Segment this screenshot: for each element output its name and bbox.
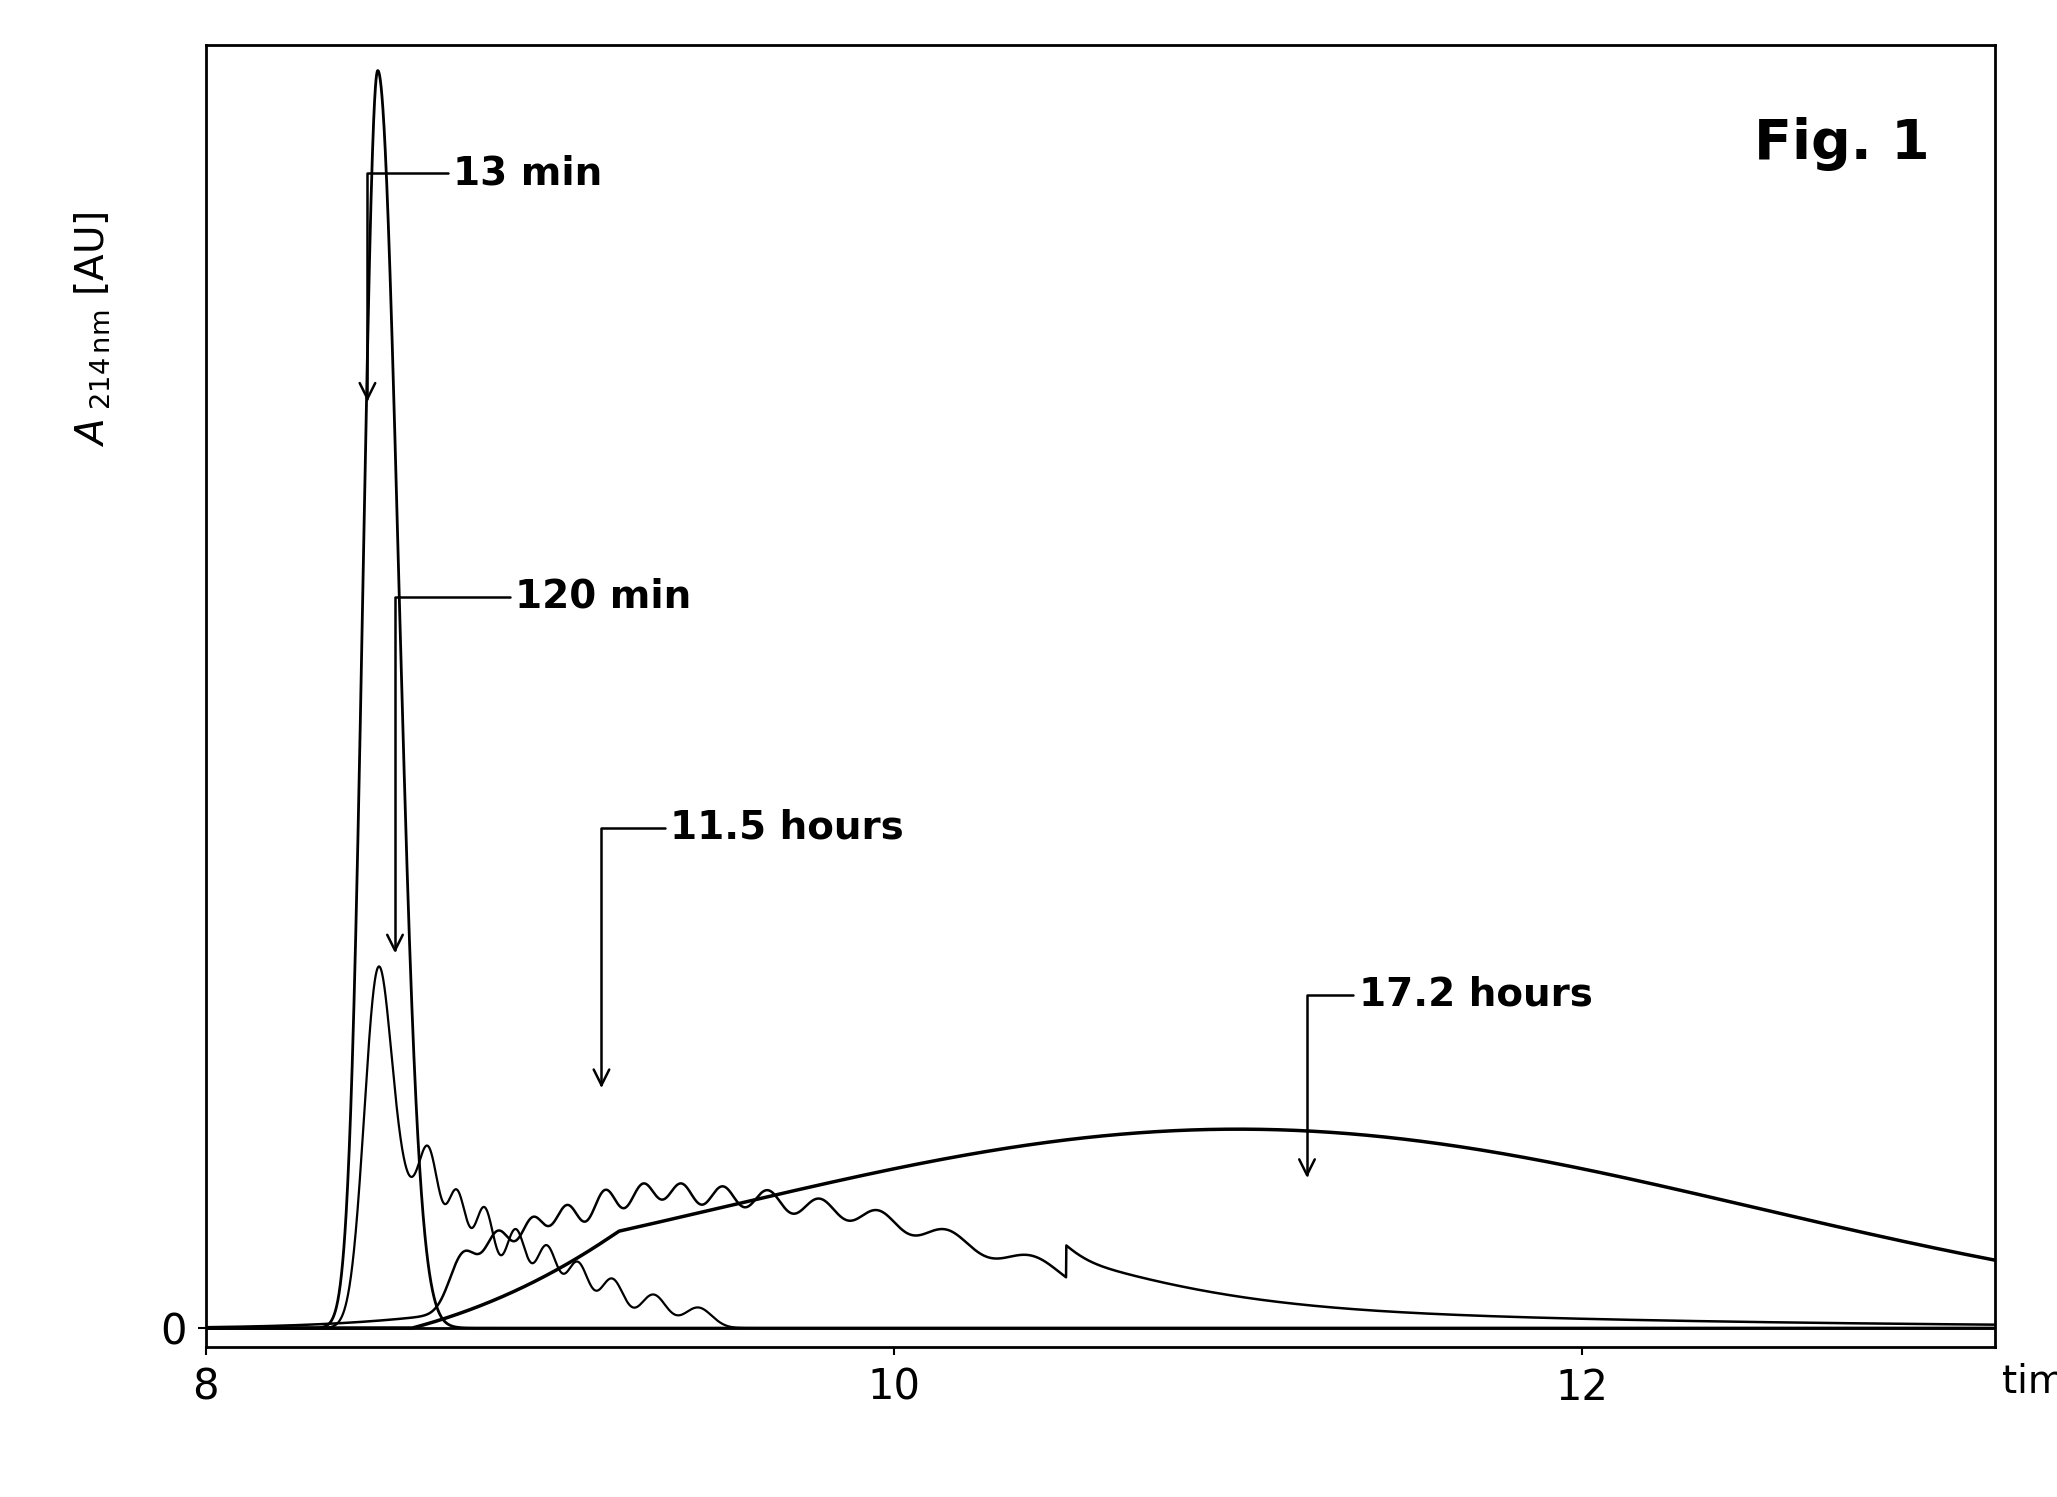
Text: 17.2 hours: 17.2 hours [1300, 976, 1592, 1175]
Text: time [min]: time [min] [2001, 1362, 2057, 1401]
Text: 13 min: 13 min [360, 154, 603, 398]
Text: 11.5 hours: 11.5 hours [594, 808, 905, 1085]
Text: Fig. 1: Fig. 1 [1755, 117, 1929, 171]
Text: $A_{\ 214\,\mathrm{nm}}\ \mathrm{[AU]}$: $A_{\ 214\,\mathrm{nm}}\ \mathrm{[AU]}$ [72, 211, 113, 448]
Text: 120 min: 120 min [387, 578, 691, 951]
